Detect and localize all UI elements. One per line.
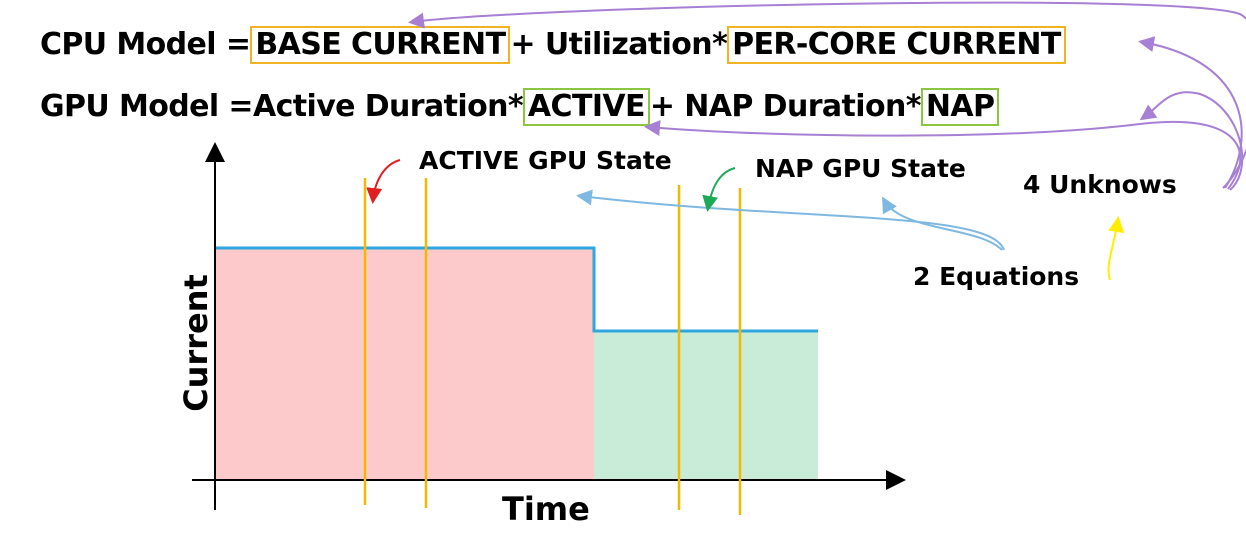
equations-label: 2 Equations <box>913 262 1080 291</box>
nap-state-pointer <box>702 167 736 212</box>
cpu-utilization-term: + Utilization* <box>510 27 728 62</box>
unknown-arrow-active <box>644 120 1242 190</box>
y-axis-label: Current <box>177 274 215 412</box>
gpu-model-equation: GPU Model = Active Duration* ACTIVE + NAP… <box>40 86 1000 128</box>
cpu-model-prefix: CPU Model = <box>40 27 251 62</box>
active-term: ACTIVE <box>522 88 650 126</box>
gpu-nap-duration-term: + NAP Duration* <box>649 89 922 124</box>
current-step-line <box>216 246 818 333</box>
active-state-pointer <box>366 159 401 204</box>
gpu-model-prefix: GPU Model = <box>40 89 254 124</box>
base-current-term: BASE CURRENT <box>250 26 511 64</box>
unknowns-label: 4 Unknows <box>1023 170 1177 199</box>
active-gpu-state-label: ACTIVE GPU State <box>419 146 672 175</box>
nap-state-region <box>594 331 818 480</box>
per-core-current-term: PER-CORE CURRENT <box>727 26 1066 64</box>
x-axis-label: Time <box>502 490 590 528</box>
unknown-arrow-nap <box>1139 91 1244 191</box>
gpu-active-duration-term: Active Duration* <box>252 89 524 124</box>
nap-term: NAP <box>920 88 1000 126</box>
cpu-model-equation: CPU Model = BASE CURRENT + Utilization* P… <box>40 24 1066 66</box>
unknown-arrow-per-core-current <box>1138 36 1243 189</box>
equation-arrow-active-state <box>576 189 1005 251</box>
equation-arrow-nap-state <box>882 196 1003 251</box>
equations-to-unknowns-arrow <box>1107 216 1125 281</box>
active-state-region <box>216 248 594 480</box>
nap-gpu-state-label: NAP GPU State <box>755 154 966 183</box>
unknown-arrow-base-current <box>408 1 1246 189</box>
